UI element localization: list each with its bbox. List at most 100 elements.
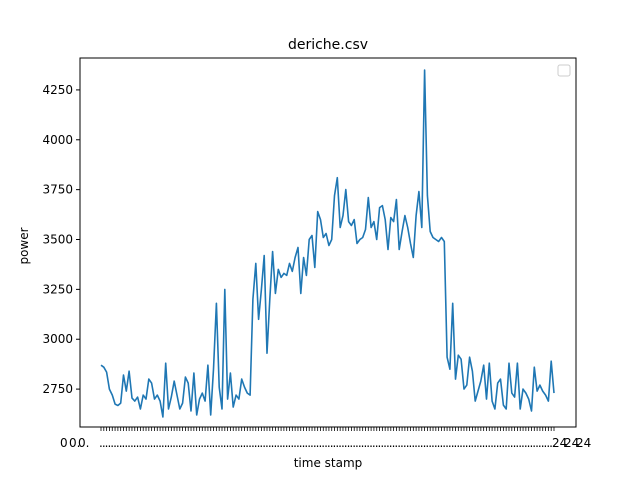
x-tick-label: .	[257, 436, 261, 450]
x-tick-label: .	[262, 436, 266, 450]
x-tick-label: .	[535, 436, 539, 450]
x-tick-label: .	[411, 436, 415, 450]
x-tick-label: .	[369, 436, 373, 450]
x-tick-label: .	[248, 436, 252, 450]
x-tick-label: .	[484, 436, 488, 450]
x-tick-label: .	[333, 436, 337, 450]
x-tick-label: .	[288, 436, 292, 450]
x-tick-label: .	[448, 436, 452, 450]
x-tick-label: .	[293, 436, 297, 450]
x-tick-label: .	[144, 436, 148, 450]
y-tick-label: 3500	[42, 233, 73, 247]
x-tick-label: .	[259, 436, 263, 450]
legend-box	[557, 64, 571, 77]
x-tick-label: .	[138, 436, 142, 450]
x-tick-label: .	[423, 436, 427, 450]
x-tick-label: .	[251, 436, 255, 450]
x-tick-label: .	[414, 436, 418, 450]
x-tick-label: .	[352, 436, 356, 450]
x-tick-label: .	[186, 436, 190, 450]
x-tick-label: .	[366, 436, 370, 450]
x-tick-label: .	[209, 436, 213, 450]
y-tick-label: 4250	[42, 83, 73, 97]
x-tick-label: .	[437, 436, 441, 450]
x-tick-label: .	[524, 436, 528, 450]
x-tick-label: .	[468, 436, 472, 450]
axes-frame	[79, 57, 577, 428]
x-tick-label: .	[231, 436, 235, 450]
y-tick-label: 3750	[42, 183, 73, 197]
x-tick-label: .	[242, 436, 246, 450]
x-tick-label: .	[265, 436, 269, 450]
x-tick-label: .	[541, 436, 545, 450]
x-tick-label: .	[130, 436, 134, 450]
x-tick-label: .	[195, 436, 199, 450]
x-tick-label: .	[167, 436, 171, 450]
chart-title: deriche.csv	[288, 37, 368, 53]
x-tick-label: .	[203, 436, 207, 450]
y-tick-label: 4000	[42, 133, 73, 147]
x-tick-label: .	[268, 436, 272, 450]
x-tick-label: .	[552, 436, 556, 450]
x-tick-label: .	[327, 436, 331, 450]
x-tick-label: .	[546, 436, 550, 450]
x-tick-label: .	[181, 436, 185, 450]
x-tick-label: .	[445, 436, 449, 450]
x-tick-label: .	[102, 436, 106, 450]
x-tick-label: .	[200, 436, 204, 450]
x-tick-label: .	[335, 436, 339, 450]
x-tick-label: .	[152, 436, 156, 450]
x-tick-label: .	[349, 436, 353, 450]
x-tick-label: .	[237, 436, 241, 450]
x-axis-label: time stamp	[294, 456, 363, 470]
x-tick-label: .	[386, 436, 390, 450]
x-tick-label: .	[544, 436, 548, 450]
x-tick-label: .	[310, 436, 314, 450]
y-tick-label: 3250	[42, 282, 73, 296]
x-tick-label: .	[482, 436, 486, 450]
x-tick-label: .	[271, 436, 275, 450]
x-tick-label: .	[141, 436, 145, 450]
x-tick-label: .	[442, 436, 446, 450]
y-axis-label: power	[17, 227, 31, 264]
x-tick-label: .	[113, 436, 117, 450]
x-tick-label: .	[119, 436, 123, 450]
x-tick-label: .	[513, 436, 517, 450]
series-line	[100, 69, 555, 418]
x-tick-label: .	[417, 436, 421, 450]
x-tick-label: .	[473, 436, 477, 450]
x-tick-label: .	[392, 436, 396, 450]
x-tick-label: .	[420, 436, 424, 450]
x-tick-label: .	[518, 436, 522, 450]
x-tick-label: .	[358, 436, 362, 450]
x-tick-label: .	[122, 436, 126, 450]
x-tick-label: .	[304, 436, 308, 450]
x-tick-label: .	[136, 436, 140, 450]
x-tick-label: .	[245, 436, 249, 450]
x-tick-label: .	[240, 436, 244, 450]
x-tick-label: .	[164, 436, 168, 450]
x-tick-label: .	[465, 436, 469, 450]
x-tick-label: .	[470, 436, 474, 450]
x-tick-label: .	[383, 436, 387, 450]
x-tick-label: .	[307, 436, 311, 450]
x-tick-label: .	[285, 436, 289, 450]
x-tick-label: .	[214, 436, 218, 450]
x-tick-label: .	[234, 436, 238, 450]
y-tick-label: 2750	[42, 382, 73, 396]
x-tick-label: .	[389, 436, 393, 450]
x-tick-label: .	[110, 436, 114, 450]
x-tick-label: .	[425, 436, 429, 450]
x-tick-label: .	[197, 436, 201, 450]
x-tick-label: .	[178, 436, 182, 450]
x-tick-label: .	[161, 436, 165, 450]
x-tick-label: .	[124, 436, 128, 450]
x-tick-label: .	[226, 436, 230, 450]
x-tick-label: .	[347, 436, 351, 450]
x-tick-label: .	[116, 436, 120, 450]
x-tick-label: .	[127, 436, 131, 450]
x-tick-label: .	[302, 436, 306, 450]
